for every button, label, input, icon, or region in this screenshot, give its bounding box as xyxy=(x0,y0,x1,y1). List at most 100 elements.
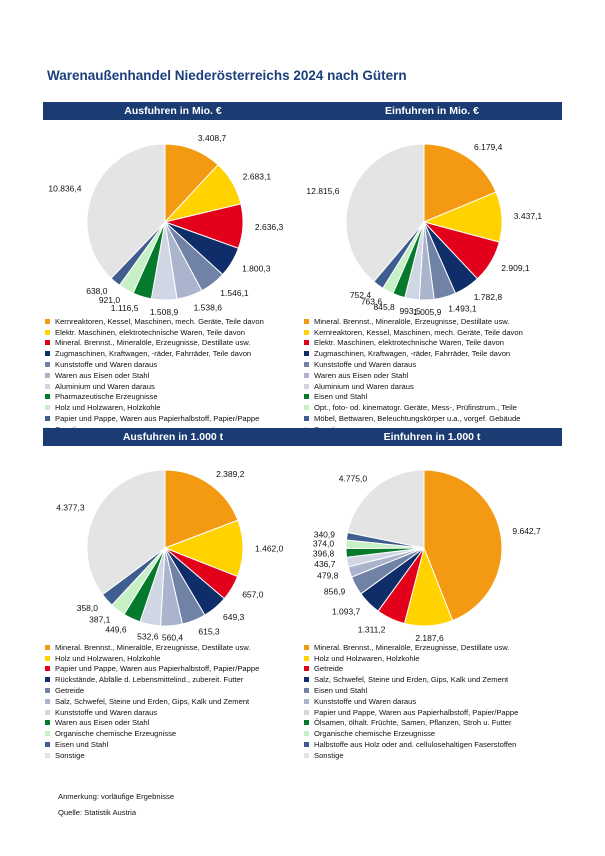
legend-swatch xyxy=(45,644,50,650)
pie-slice-mineral-brennst-mineral-le-erzeugnisse-d xyxy=(423,143,497,223)
legend-swatch xyxy=(304,720,309,726)
legend-swatch xyxy=(45,709,50,715)
legend-item: Waren aus Eisen oder Stahl xyxy=(304,370,562,381)
legend-item: Eisen und Stahl xyxy=(304,392,562,403)
legend-swatch xyxy=(45,383,50,389)
legend-label: Papier und Pappe, Waren aus Papierhalbst… xyxy=(314,707,519,717)
legend-label: Holz und Holzwaren, Holzkohle xyxy=(55,653,161,663)
legend-label: Eisen und Stahl xyxy=(55,740,109,750)
data-label: 1.493,1 xyxy=(448,304,477,314)
data-label: 649,3 xyxy=(223,612,245,622)
pie-chart: 3.408,7 2.683,1 2.636,3 1.800,3 1.546,1 1.538… xyxy=(48,133,284,317)
data-label: 921,0 xyxy=(99,295,121,305)
legend-item: Getreide xyxy=(45,685,303,696)
data-label: 1.508,9 xyxy=(150,307,179,317)
legend-item: Sonstige xyxy=(304,750,562,761)
data-label: 657,0 xyxy=(242,589,264,599)
legend-item: Papier und Pappe, Waren aus Papierhalbst… xyxy=(45,413,303,424)
legend-item: Kernreaktoren, Kessel, Maschinen, mech. … xyxy=(45,316,303,327)
legend-swatch xyxy=(304,698,309,704)
data-label: 1.538,6 xyxy=(194,302,223,312)
data-label: 4.377,3 xyxy=(56,503,85,513)
legend-item: Pharmazeutische Erzeugnisse xyxy=(45,392,303,403)
pie-chart: 9.642,7 2.187,6 1.311,2 1.093,7 856,9 479,8 43… xyxy=(313,469,541,643)
legend-swatch xyxy=(45,416,50,422)
legend-item: Zugmaschinen, Kraftwagen, -räder, Fahrrä… xyxy=(304,348,562,359)
legend-swatch xyxy=(304,666,309,672)
data-label: 6.179,4 xyxy=(474,142,503,152)
legend-swatch xyxy=(45,329,50,335)
source-note: Quelle: Statistik Austria xyxy=(58,808,137,817)
data-label: 449,6 xyxy=(105,624,127,634)
legend-item: Mineral. Brennst., Mineralöle, Erzeugnis… xyxy=(45,338,303,349)
legend-item: Elektr. Maschinen, elektrotechnische War… xyxy=(45,327,303,338)
chart-title: Einfuhren in 1.000 t xyxy=(302,428,562,446)
legend-item: Waren aus Eisen oder Stahl xyxy=(45,718,303,729)
data-label: 993,5 xyxy=(399,306,421,316)
legend-item: Salz, Schwefel, Steine und Erden, Gips, … xyxy=(45,696,303,707)
legend-label: Waren aus Eisen oder Stahl xyxy=(55,718,150,728)
legend-label: Möbel, Bettwaren, Beleuchtungskörper u.a… xyxy=(314,414,521,424)
chart-title: Ausfuhren in Mio. € xyxy=(43,102,303,120)
legend-item: Holz und Holzwaren, Holzkohle xyxy=(45,402,303,413)
legend-label: Sonstige xyxy=(55,750,85,760)
legend-item: Aluminium und Waren daraus xyxy=(45,381,303,392)
data-label: 2.636,3 xyxy=(255,222,284,232)
legend-label: Opt., foto- od. kinematogr. Geräte, Mess… xyxy=(314,403,517,413)
data-label: 856,9 xyxy=(324,587,346,597)
legend-label: Holz und Holzwaren, Holzkohle xyxy=(55,403,161,413)
legend-item: Rückstände, Abfälle d. Lebensmittelind.,… xyxy=(45,674,303,685)
legend-item: Elektr. Maschinen, elektrotechnische War… xyxy=(304,338,562,349)
legend-swatch xyxy=(304,742,309,748)
chart-panel-ausfuhren-mio: Ausfuhren in Mio. € 3.408,7 2.683,1 2.636,… xyxy=(43,102,303,435)
data-label: 9.642,7 xyxy=(512,526,541,536)
legend-swatch xyxy=(304,318,309,324)
data-label: 12.815,6 xyxy=(306,186,339,196)
legend-swatch xyxy=(45,666,50,672)
legend-item: Kunststoffe und Waren daraus xyxy=(304,696,562,707)
data-label: 615,3 xyxy=(198,627,220,637)
legend-swatch xyxy=(304,351,309,357)
data-label: 387,1 xyxy=(89,615,111,625)
data-label: 638,0 xyxy=(86,286,108,296)
data-label: 1.311,2 xyxy=(358,624,386,634)
chart-title: Einfuhren in Mio. € xyxy=(302,102,562,120)
legend-swatch xyxy=(304,752,309,758)
footnote: Anmerkung: vorläufige Ergebnisse xyxy=(58,792,175,801)
data-label: 752,4 xyxy=(350,290,372,300)
data-label: 3.408,7 xyxy=(198,133,227,143)
data-label: 845,8 xyxy=(374,302,396,312)
page-title: Warenaußenhandel Niederösterreichs 2024 … xyxy=(47,68,407,83)
legend-label: Organische chemische Erzeugnisse xyxy=(314,729,436,739)
legend-label: Eisen und Stahl xyxy=(314,686,368,696)
legend-item: Zugmaschinen, Kraftwagen, -räder, Fahrrä… xyxy=(45,348,303,359)
chart-title: Ausfuhren in 1.000 t xyxy=(43,428,303,446)
data-label: 1.005,9 xyxy=(413,307,442,317)
legend-label: Elektr. Maschinen, elektrotechnische War… xyxy=(55,327,245,337)
legend-swatch xyxy=(304,677,309,683)
pie-chart: 6.179,4 3.437,1 2.909,1 1.782,8 1.493,1 1.005… xyxy=(306,142,542,317)
pie-slice-sonstige xyxy=(86,469,166,596)
chart-legend: Mineral. Brennst., Mineralöle, Erzeugnis… xyxy=(302,316,562,435)
data-label: 2.683,1 xyxy=(243,172,272,182)
legend-swatch xyxy=(45,698,50,704)
legend-item: Eisen und Stahl xyxy=(45,739,303,750)
legend-item: Organische chemische Erzeugnisse xyxy=(304,728,562,739)
legend-label: Mineral. Brennst., Mineralöle, Erzeugnis… xyxy=(55,338,251,348)
legend-swatch xyxy=(304,644,309,650)
legend-label: Papier und Pappe, Waren aus Papierhalbst… xyxy=(55,414,260,424)
legend-item: Mineral. Brennst., Mineralöle, Erzeugnis… xyxy=(304,642,562,653)
legend-swatch xyxy=(304,383,309,389)
data-label: 1.800,3 xyxy=(242,263,271,273)
legend-label: Kunststoffe und Waren daraus xyxy=(314,360,417,370)
legend-item: Aluminium und Waren daraus xyxy=(304,381,562,392)
legend-item: Mineral. Brennst., Mineralöle, Erzeugnis… xyxy=(45,642,303,653)
legend-item: Ölsamen, ölhalt. Früchte, Samen, Pflanze… xyxy=(304,718,562,729)
legend-item: Kunststoffe und Waren daraus xyxy=(304,359,562,370)
data-label: 2.909,1 xyxy=(501,263,530,273)
legend-item: Möbel, Bettwaren, Beleuchtungskörper u.a… xyxy=(304,413,562,424)
data-label: 436,7 xyxy=(314,559,336,569)
chart-legend: Mineral. Brennst., Mineralöle, Erzeugnis… xyxy=(302,642,562,761)
legend-item: Opt., foto- od. kinematogr. Geräte, Mess… xyxy=(304,402,562,413)
chart-legend: Mineral. Brennst., Mineralöle, Erzeugnis… xyxy=(43,642,303,761)
